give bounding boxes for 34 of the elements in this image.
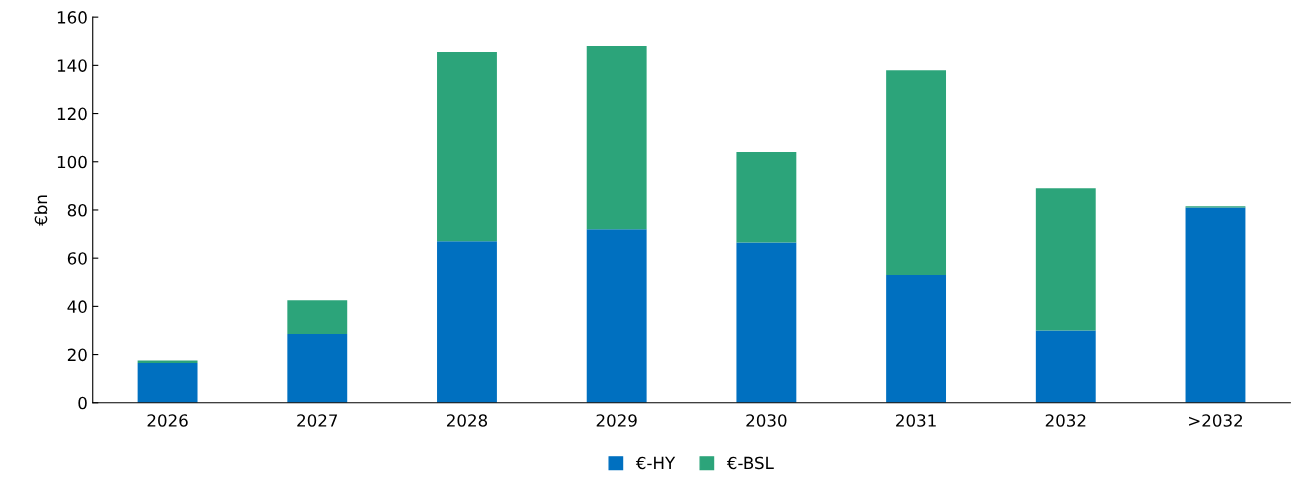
- x-tick-label: 2031: [896, 414, 936, 427]
- bar: [736, 242, 797, 403]
- bar: [736, 152, 797, 243]
- bar: [1035, 330, 1096, 403]
- y-tick-label: 80: [67, 203, 87, 217]
- bar: [287, 300, 348, 335]
- bar: [586, 229, 647, 403]
- bar: [1035, 188, 1096, 331]
- x-tick-label: 2029: [596, 414, 637, 427]
- bar: [886, 70, 947, 276]
- y-tick-label: 0: [78, 396, 87, 410]
- y-tick-label: 140: [57, 59, 87, 72]
- y-axis-title: €bn: [34, 195, 48, 226]
- y-tick-label: 100: [57, 155, 87, 169]
- x-tick-label: 2032: [1045, 414, 1086, 427]
- legend-label: €-BSL: [726, 456, 774, 470]
- y-tick-label: 20: [67, 348, 87, 362]
- bar: [287, 334, 348, 403]
- bar: [886, 275, 947, 403]
- x-tick-label: 2028: [446, 414, 488, 427]
- bar: [437, 241, 497, 403]
- bar: [137, 363, 198, 403]
- bar: [1185, 207, 1246, 403]
- x-tick-label: >2032: [1189, 414, 1242, 427]
- legend-label: €-HY: [635, 456, 676, 470]
- x-tick-label: 2030: [746, 414, 787, 427]
- bar: [586, 46, 647, 230]
- x-tick-label: 2026: [147, 414, 188, 427]
- bar: [437, 52, 497, 242]
- y-tick-label: 120: [57, 107, 87, 121]
- y-tick-label: 60: [67, 252, 87, 265]
- x-tick-label: 2027: [297, 414, 338, 427]
- y-tick-label: 160: [57, 11, 87, 24]
- y-tick-label: 40: [67, 300, 87, 313]
